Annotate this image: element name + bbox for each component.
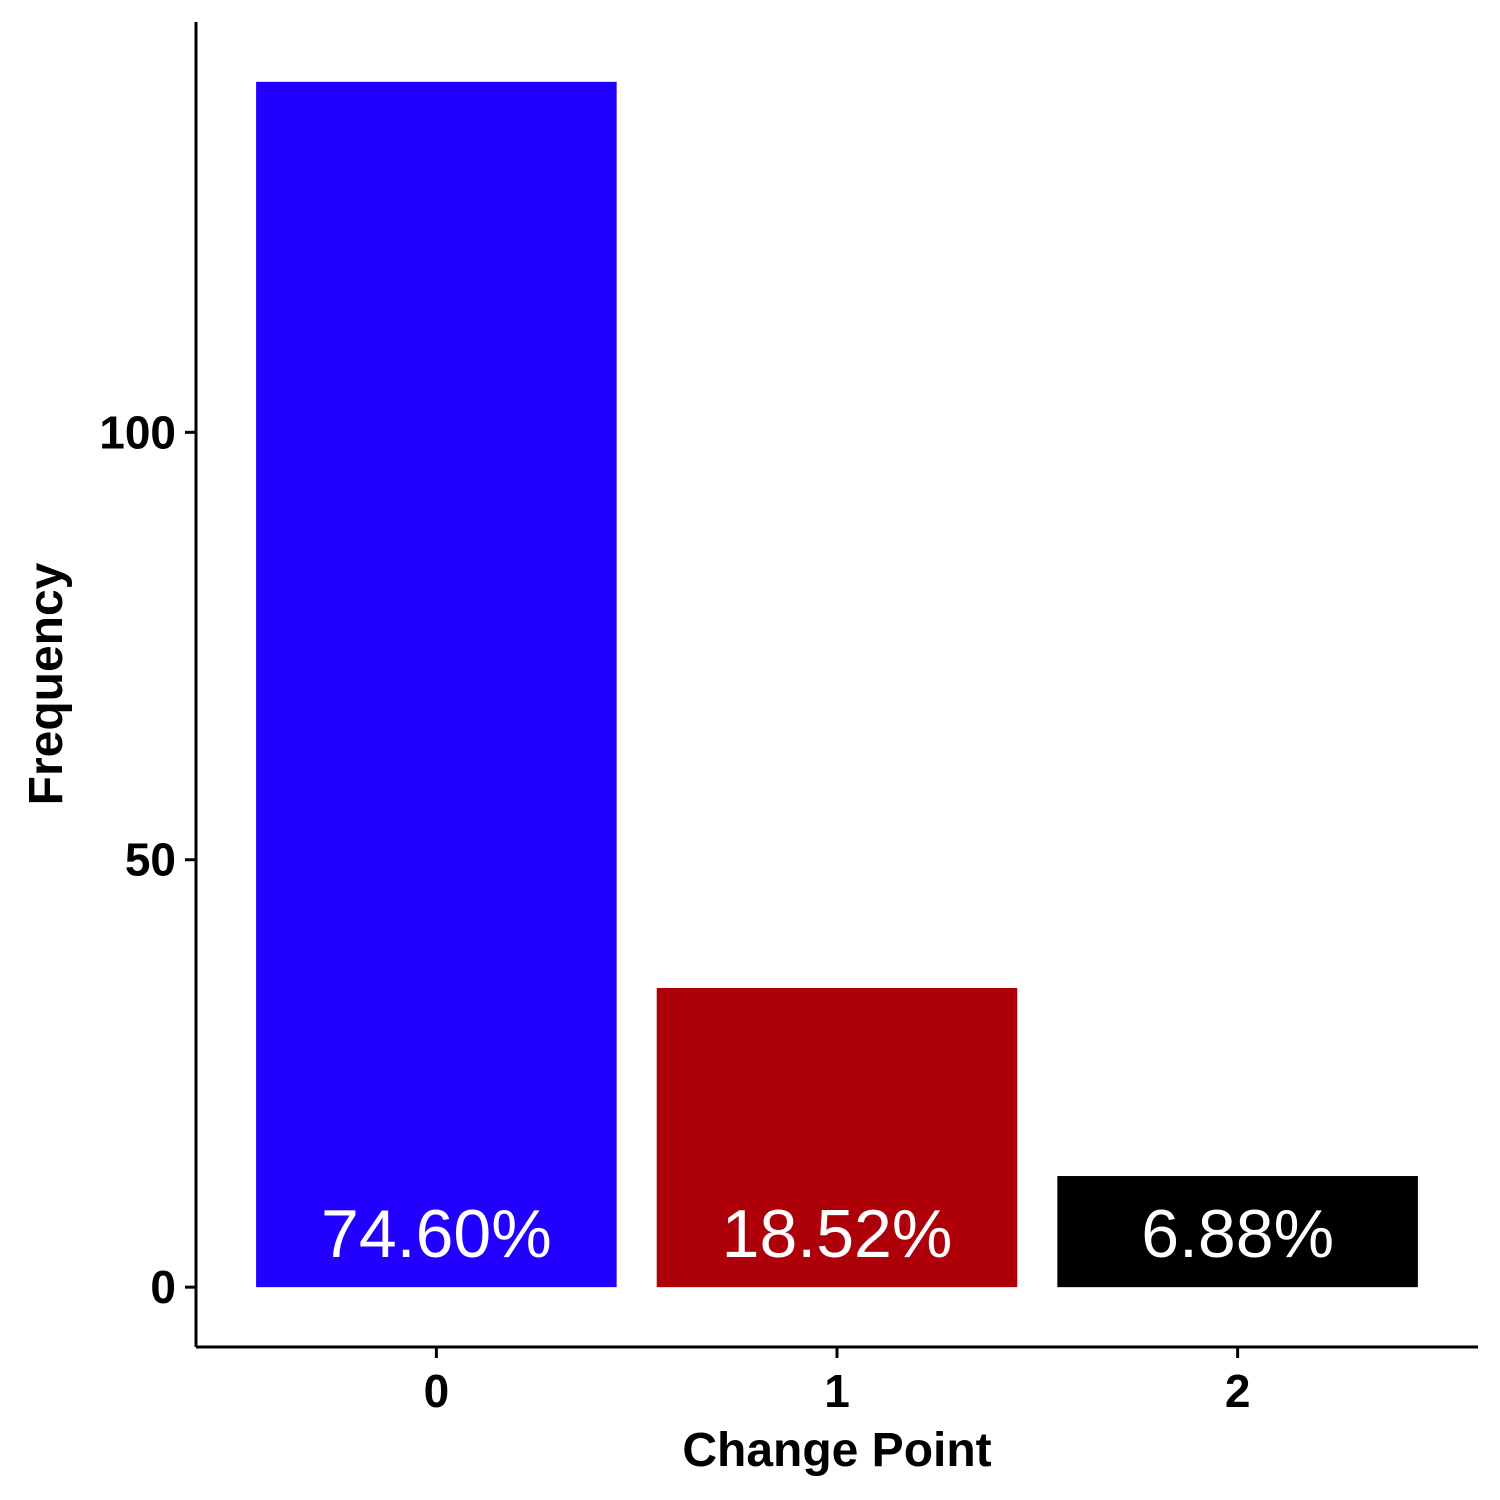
x-ticks-group: 0 1 2 xyxy=(424,1347,1251,1417)
y-tick-label: 0 xyxy=(150,1261,176,1313)
x-tick-label: 0 xyxy=(424,1365,450,1417)
bars-group xyxy=(256,81,1418,1288)
x-axis-title: Change Point xyxy=(682,1424,991,1477)
bar-labels-group: 74.60% 18.52% 6.88% xyxy=(321,1196,1334,1272)
x-tick-label: 2 xyxy=(1225,1365,1251,1417)
y-ticks-group: 0 50 100 xyxy=(99,406,196,1313)
bar-label-0: 74.60% xyxy=(321,1196,552,1272)
y-tick-label: 50 xyxy=(125,834,176,886)
y-axis-title: Frequency xyxy=(20,562,73,805)
bar-1 xyxy=(656,987,1018,1288)
bar-label-1: 18.52% xyxy=(722,1196,953,1272)
bar-0 xyxy=(256,81,617,1288)
x-tick-label: 1 xyxy=(824,1365,850,1417)
bar-2 xyxy=(1057,1176,1418,1288)
bar-label-2: 6.88% xyxy=(1141,1196,1334,1272)
y-tick-label: 100 xyxy=(99,406,176,458)
